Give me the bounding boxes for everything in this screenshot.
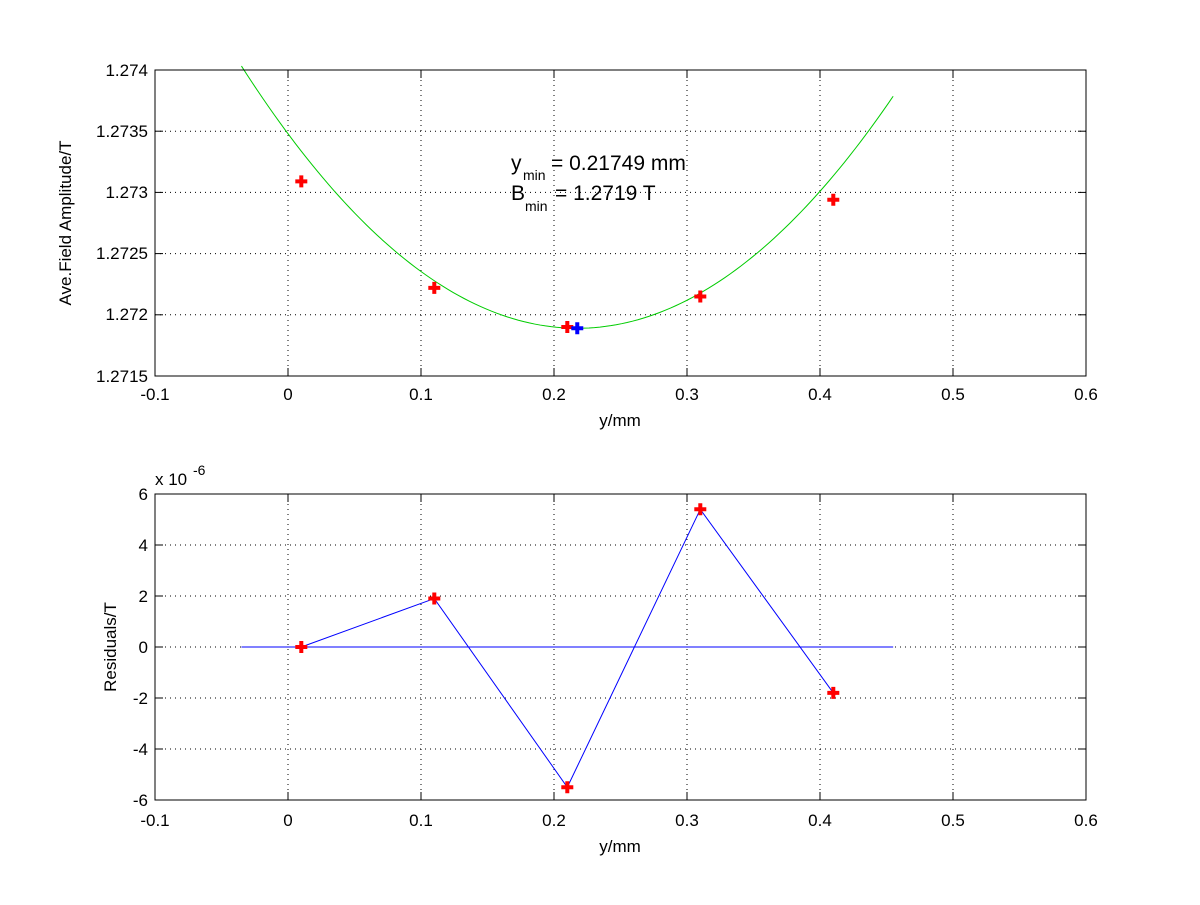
bottom-x-axis-label: y/mm <box>599 837 641 856</box>
measured-point <box>428 281 441 294</box>
ymin-subscript: min <box>523 167 546 183</box>
top-x-tick-label: -0.1 <box>140 385 169 404</box>
bottom-y-axis-label: Residuals/T <box>101 602 120 692</box>
top-x-tick-label: 0.4 <box>808 385 832 404</box>
residual-point <box>827 686 840 699</box>
bottom-y-tick-label: -6 <box>133 791 148 810</box>
bottom-x-tick-label: 0.3 <box>675 811 699 830</box>
top-x-tick-label: 0.1 <box>409 385 433 404</box>
top-y-tick-label: 1.2735 <box>96 122 148 141</box>
bottom-multiplier-label: x 10 <box>155 470 187 489</box>
bottom-x-tick-label: 0 <box>283 811 292 830</box>
bottom-x-tick-label: 0.4 <box>808 811 832 830</box>
bottom-x-tick-label: 0.2 <box>542 811 566 830</box>
bmin-annotation: B min = 1.2719 T <box>511 182 656 214</box>
ymin-annotation: y min = 0.21749 mm <box>511 152 686 183</box>
top-series <box>241 65 894 335</box>
top-y-tick-label: 1.2725 <box>96 244 148 263</box>
ymin-symbol: y <box>511 152 522 175</box>
bmin-symbol: B <box>511 182 525 205</box>
bottom-x-tick-label: -0.1 <box>140 811 169 830</box>
bottom-y-tick-label: 4 <box>139 536 148 555</box>
top-y-tick-label: 1.274 <box>105 61 148 80</box>
top-grid <box>155 70 1086 376</box>
bottom-y-tick-label: -4 <box>133 740 148 759</box>
top-x-tick-label: 0.5 <box>941 385 965 404</box>
bmin-subscript: min <box>525 198 548 214</box>
ymin-value: = 0.21749 mm <box>551 152 686 175</box>
bottom-plot: -0.1 0 0.1 0.2 0.3 0.4 0.5 0.6 -6 -4 -2 … <box>101 462 1098 856</box>
measured-point <box>295 175 308 188</box>
top-x-tick-label: 0.6 <box>1074 385 1098 404</box>
top-x-tick-label: 0.3 <box>675 385 699 404</box>
bottom-y-tick-label: -2 <box>133 689 148 708</box>
residual-point <box>428 592 441 605</box>
top-y-tick-label: 1.2715 <box>96 367 148 386</box>
bottom-x-tick-label: 0.1 <box>409 811 433 830</box>
top-ticks <box>154 69 1087 377</box>
bottom-ticks <box>154 493 1087 801</box>
measured-point <box>694 290 707 303</box>
residual-point <box>561 781 574 794</box>
top-y-tick-label: 1.272 <box>105 305 148 324</box>
bottom-y-tick-label: 6 <box>139 485 148 504</box>
bottom-series <box>241 503 894 794</box>
bottom-multiplier-exponent: -6 <box>193 462 206 478</box>
top-x-tick-label: 0 <box>283 385 292 404</box>
bmin-value: = 1.2719 T <box>555 182 656 205</box>
top-plot: -0.1 0 0.1 0.2 0.3 0.4 0.5 0.6 1.2715 1.… <box>56 61 1098 430</box>
bottom-x-tick-label: 0.5 <box>941 811 965 830</box>
measured-point <box>827 193 840 206</box>
top-plot-area <box>155 70 1086 376</box>
residual-point <box>295 641 308 653</box>
top-x-axis-label: y/mm <box>599 411 641 430</box>
bottom-x-tick-label: 0.6 <box>1074 811 1098 830</box>
top-y-axis-label: Ave.Field Amplitude/T <box>56 140 75 305</box>
top-x-tick-label: 0.2 <box>542 385 566 404</box>
top-y-tick-label: 1.273 <box>105 183 148 202</box>
minimum-point <box>571 322 584 335</box>
top-plot-frame <box>154 69 1087 377</box>
residual-point <box>694 503 707 516</box>
bottom-y-tick-label: 0 <box>139 638 148 657</box>
bottom-y-tick-label: 2 <box>139 587 148 606</box>
